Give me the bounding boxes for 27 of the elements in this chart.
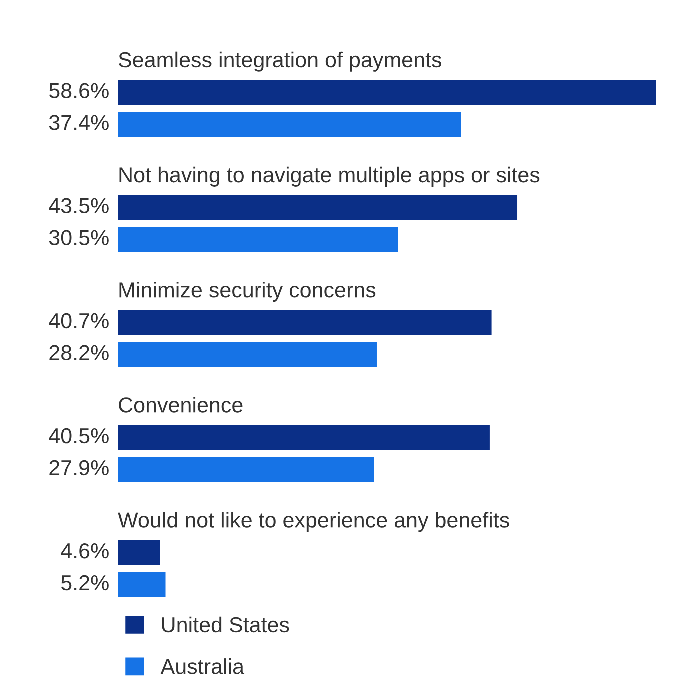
y-tick-label: Minimize security concerns [120, 282, 376, 302]
bar [118, 457, 374, 482]
legend-label: Australia [160, 658, 245, 674]
data-label: 5.2% [61, 575, 109, 591]
bar [118, 572, 166, 598]
data-label: 40.7% [49, 313, 109, 329]
y-tick-label: Seamless integration of payments [118, 52, 442, 72]
data-label: 4.6% [61, 543, 109, 559]
data-label: 43.5% [49, 198, 109, 214]
data-label: 27.9% [50, 460, 109, 476]
data-label: 30.5% [49, 230, 109, 246]
data-label: 58.6% [49, 83, 109, 98]
data-label: 40.5% [49, 428, 109, 444]
y-tick-label: Not having to navigate multiple apps or sites [120, 166, 540, 187]
bar [118, 342, 377, 368]
data-label: 28.2% [50, 345, 109, 361]
bar [118, 227, 398, 252]
legend-label: United States [162, 616, 290, 633]
bar [118, 310, 492, 336]
y-tick-label: Convenience [119, 397, 243, 413]
y-tick-label: Would not like to experience any benefits [118, 512, 510, 532]
bar [118, 112, 462, 138]
bar [118, 540, 160, 566]
bar [118, 195, 518, 220]
bar [118, 80, 656, 106]
bar [118, 425, 490, 450]
data-label: 37.4% [49, 115, 109, 130]
